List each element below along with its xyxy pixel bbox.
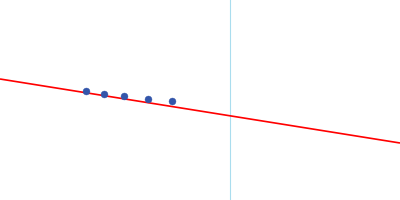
Point — [121, 94, 127, 98]
Point — [145, 97, 151, 100]
Point — [101, 92, 107, 95]
Point — [169, 99, 175, 103]
Point — [83, 89, 89, 93]
